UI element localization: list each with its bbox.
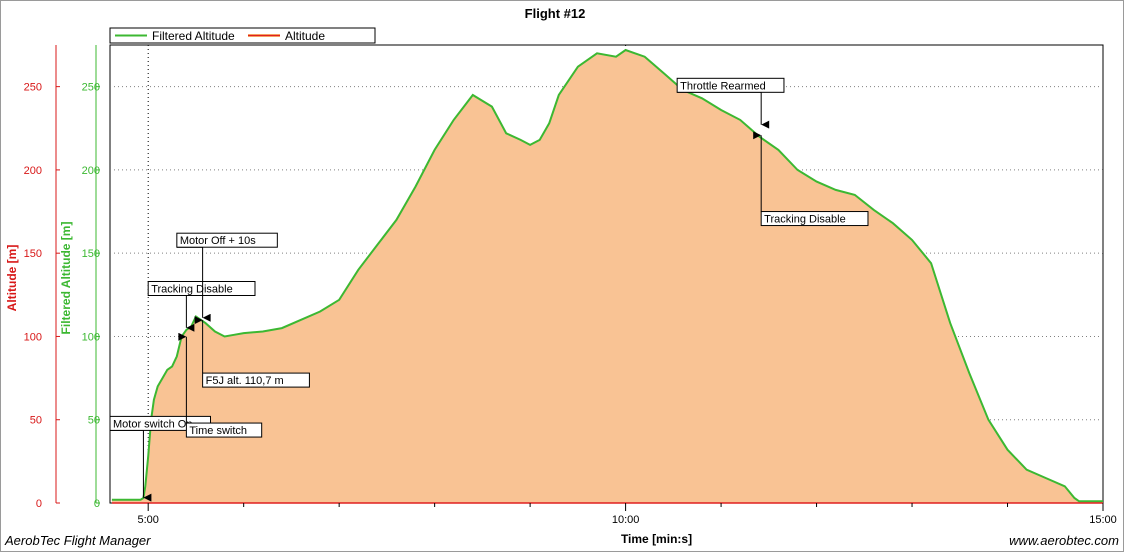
right-tick-label: 250 [82, 82, 100, 94]
altitude-area [111, 50, 1103, 503]
annotation-2: Motor Off + 10s [176, 232, 278, 322]
left-tick-label: 250 [24, 82, 42, 94]
annotation-box [760, 211, 869, 227]
footer-app-name: AerobTec Flight Manager [5, 533, 151, 548]
right-tick-label: 150 [82, 248, 100, 260]
annotation-box [202, 372, 310, 388]
annotation-6: Tracking Disable [753, 131, 869, 227]
right-tick-label: 50 [88, 415, 100, 427]
annotation-1: Tracking Disable [147, 280, 256, 332]
x-axis-title: Time [min:s] [621, 532, 692, 546]
x-tick-label: 10:00 [612, 514, 640, 526]
right-tick-label: 100 [82, 331, 100, 343]
legend-box [109, 27, 376, 44]
chart-axes: 0 0 50 50 100 100 150 150 200 200 250 250 Altitude [… [5, 45, 1117, 546]
left-tick-label: 200 [24, 165, 42, 177]
annotation-label: F5J alt. 110,7 m [206, 375, 284, 387]
annotation-label: Motor Off + 10s [180, 235, 256, 247]
legend-label-altitude: Altitude [285, 29, 325, 43]
x-tick-label: 15:00 [1089, 514, 1117, 526]
chart-title: Flight #12 [525, 6, 586, 21]
annotation-3: Time switch [178, 332, 263, 438]
legend-label-filtered-altitude: Filtered Altitude [152, 29, 235, 43]
left-tick-label: 100 [24, 331, 42, 343]
annotation-4: F5J alt. 110,7 m [194, 316, 310, 388]
footer-website: www.aerobtec.com [1009, 533, 1119, 548]
chart-legend: Filtered Altitude Altitude [109, 27, 376, 44]
annotation-leader [110, 429, 152, 502]
annotation-leader [148, 294, 195, 332]
left-tick-label: 0 [36, 498, 42, 510]
annotation-label: Throttle Rearmed [680, 80, 766, 92]
annotation-label: Time switch [189, 425, 247, 437]
right-axis-title: Filtered Altitude [m] [59, 222, 73, 335]
left-tick-label: 150 [24, 248, 42, 260]
annotation-box [676, 77, 785, 93]
annotation-box [176, 232, 278, 248]
annotation-0: Motor switch On [109, 415, 211, 502]
series-line-filtered-altitude [111, 48, 1103, 503]
annotation-label: Tracking Disable [151, 283, 233, 295]
annotation-label: Motor switch On [113, 418, 192, 430]
annotation-box [147, 280, 256, 296]
annotation-label: Tracking Disable [764, 214, 846, 226]
left-tick-label: 50 [30, 415, 42, 427]
plot-area [111, 48, 1103, 504]
annotation-5: Throttle Rearmed [676, 77, 785, 129]
annotation-box [185, 422, 263, 438]
right-tick-label: 0 [94, 498, 100, 510]
left-axis-title: Altitude [m] [5, 245, 19, 312]
x-tick-label: 5:00 [137, 514, 158, 526]
right-tick-label: 200 [82, 165, 100, 177]
chart-annotations: Motor switch On Tracking Disable Motor Off… [109, 77, 869, 502]
